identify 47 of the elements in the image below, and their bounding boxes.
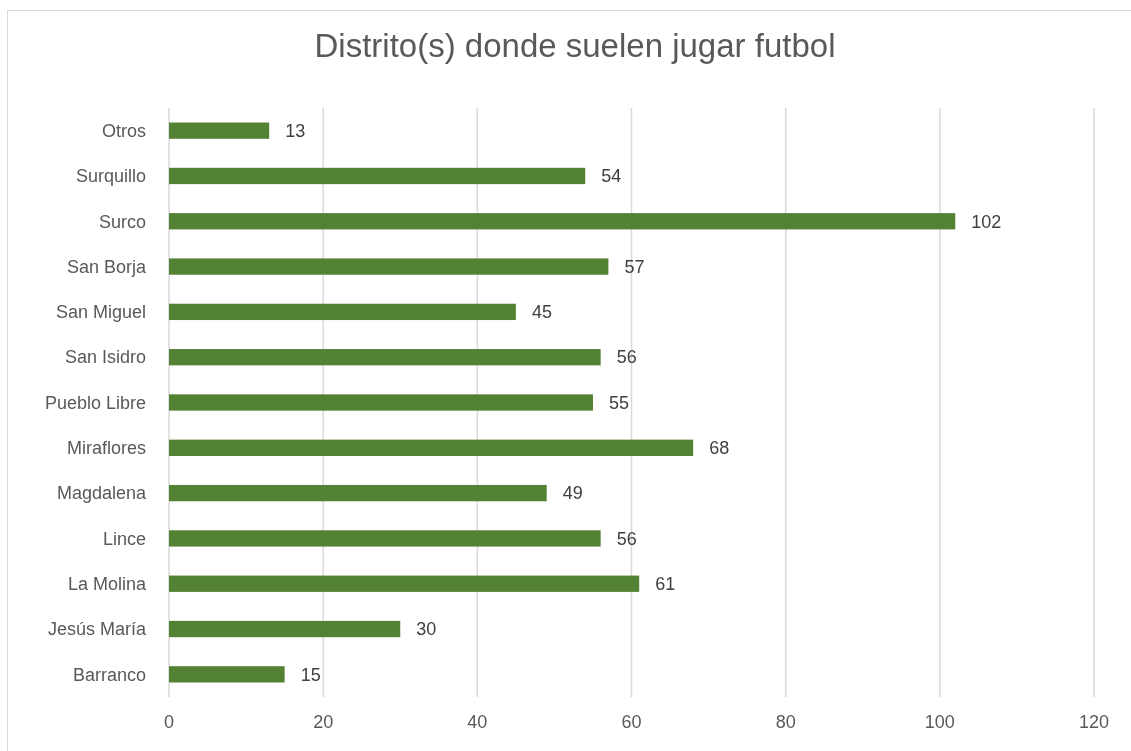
bar	[169, 303, 516, 321]
y-tick-label: San Miguel	[55, 302, 146, 323]
data-label: 30	[416, 619, 437, 640]
bar	[169, 394, 593, 411]
x-tick-label: 80	[775, 712, 796, 732]
x-tick-label: 100	[924, 712, 955, 732]
data-label: 54	[601, 166, 622, 187]
y-tick-label: Surquillo	[75, 166, 146, 187]
y-tick-label: Magdalena	[56, 483, 147, 504]
data-label: 56	[616, 347, 637, 368]
x-tick-label: 20	[313, 712, 334, 732]
data-label: 56	[616, 528, 637, 549]
data-label: 102	[971, 211, 1002, 232]
bar	[169, 439, 694, 456]
bar	[169, 620, 401, 638]
data-label: 49	[562, 483, 583, 504]
x-tick-label: 60	[621, 712, 642, 732]
y-tick-label: San Borja	[66, 256, 147, 277]
y-tick-label: Otros	[101, 120, 146, 141]
y-tick-label: Pueblo Libre	[44, 392, 146, 413]
bar	[169, 122, 270, 139]
bar	[169, 167, 586, 185]
data-label: 45	[531, 302, 552, 323]
y-tick-label: Lince	[102, 528, 146, 549]
y-tick-label: San Isidro	[64, 347, 146, 368]
data-label: 15	[300, 664, 321, 685]
chart-title: Distrito(s) donde suelen jugar futbol	[314, 27, 836, 64]
data-label: 57	[624, 256, 645, 277]
bar	[169, 258, 609, 275]
bar	[169, 575, 640, 592]
bar	[169, 213, 956, 230]
bar	[169, 666, 285, 683]
bar	[169, 530, 601, 547]
data-label: 68	[709, 438, 730, 459]
x-tick-label: 0	[163, 712, 175, 732]
x-tick-label: 120	[1078, 712, 1110, 732]
data-label: 13	[285, 120, 306, 141]
y-tick-label: Barranco	[72, 664, 146, 685]
bar	[169, 349, 601, 366]
y-tick-label: Jesús María	[47, 619, 147, 640]
data-label: 61	[655, 574, 676, 595]
y-tick-label: La Molina	[67, 574, 147, 595]
y-tick-label: Miraflores	[66, 438, 146, 459]
y-tick-label: Surco	[98, 211, 146, 232]
x-tick-label: 40	[467, 712, 488, 732]
bar	[169, 484, 547, 502]
data-label: 55	[608, 392, 629, 413]
